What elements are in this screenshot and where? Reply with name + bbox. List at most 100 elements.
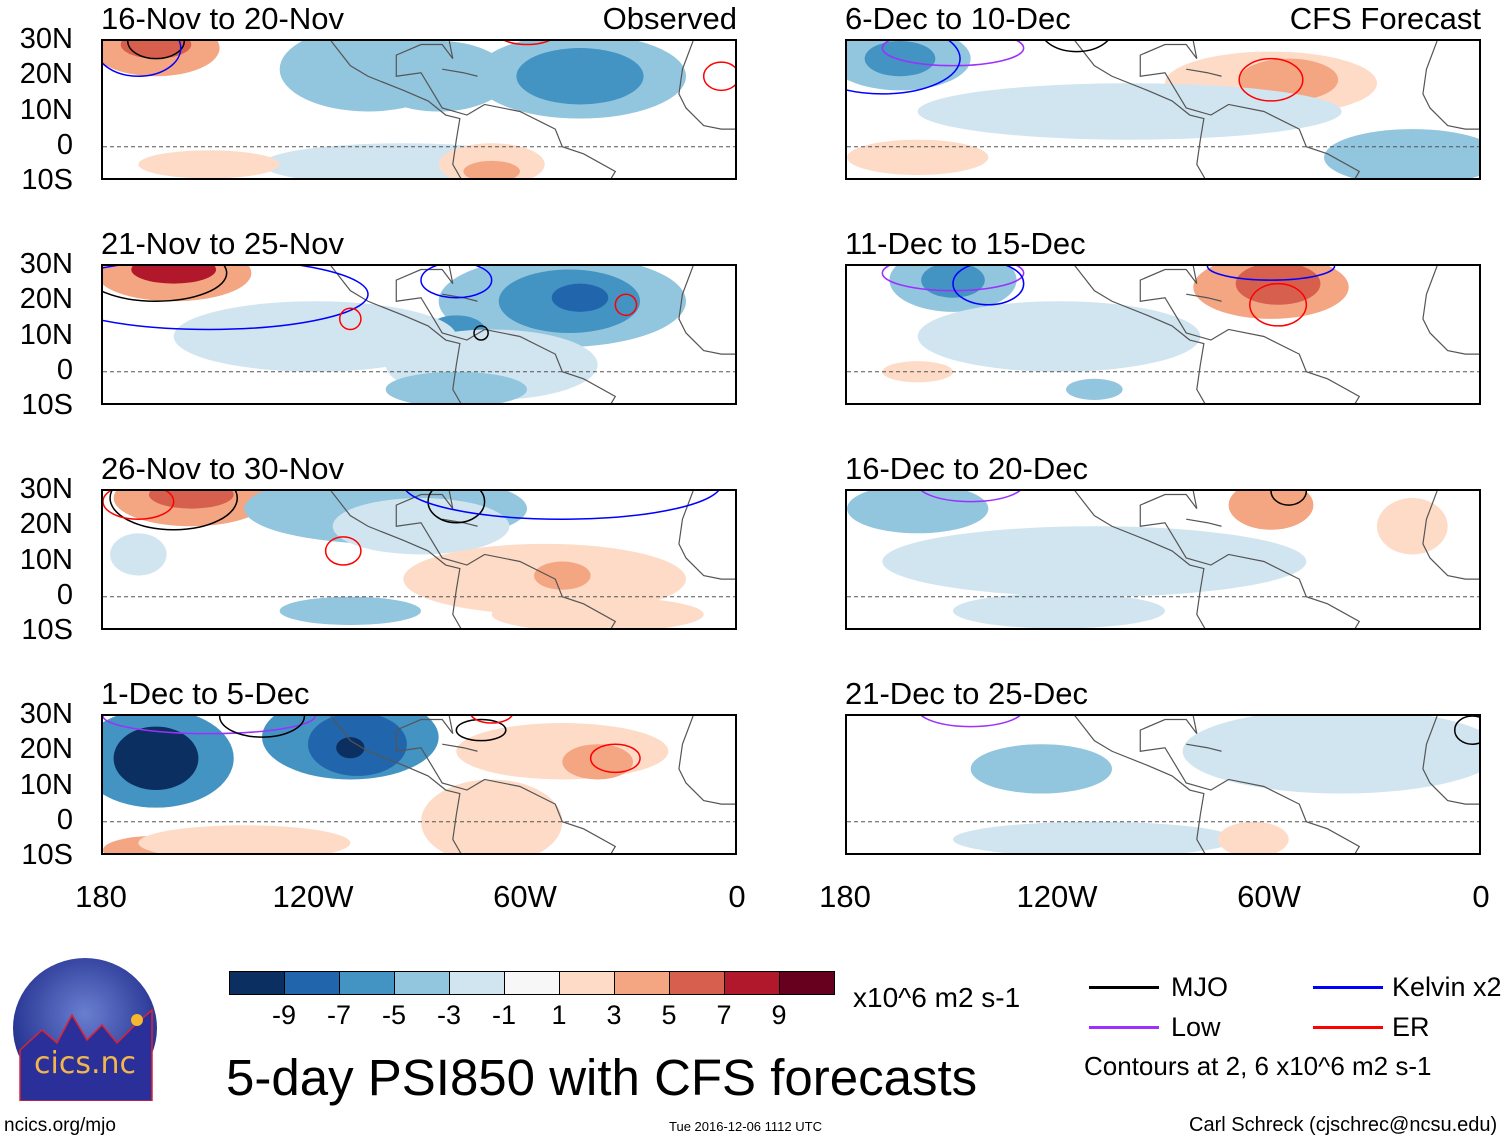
anomaly-region (516, 48, 644, 105)
coastline (1074, 41, 1479, 178)
anomaly-region (953, 821, 1236, 853)
lat-tick-label: 10N (19, 93, 73, 126)
anomaly-region (534, 561, 591, 590)
wave-contour (589, 743, 641, 774)
wave-contour (1238, 57, 1304, 102)
anomaly-region (970, 744, 1112, 794)
anomaly-region (148, 491, 234, 509)
anomaly-region (138, 825, 351, 853)
cics-logo: cics.nc (12, 955, 158, 1102)
lat-tick-label: 10N (19, 318, 73, 351)
legend-line-er (1313, 1026, 1383, 1029)
wave-contour (1453, 716, 1479, 745)
credit: Carl Schreck (cjschrec@ncsu.edu) (1189, 1114, 1498, 1136)
colorbar-label: -9 (271, 1000, 297, 1030)
panel-source-label: CFS Forecast (1289, 1, 1481, 36)
anomaly-region (368, 41, 510, 112)
colorbar-label: 9 (771, 1000, 787, 1030)
anomaly-region (173, 301, 457, 372)
colorbar-label: 5 (661, 1000, 677, 1030)
anomaly-region (1324, 129, 1479, 178)
lon-tick-label: 60W (493, 879, 557, 914)
anomaly-region (1218, 821, 1289, 853)
lat-tick-label: 30N (19, 698, 73, 730)
lat-tick-label: 30N (19, 248, 73, 280)
wave-contour (126, 41, 186, 60)
lon-tick-label: 0 (728, 879, 746, 914)
lat-tick-label: 30N (19, 23, 73, 55)
legend-label-er: ER (1392, 1012, 1430, 1042)
panel-title: 11-Dec to 15-Dec (845, 226, 1086, 261)
lat-tick-label: 10S (21, 164, 73, 196)
wave-contour (952, 266, 1025, 306)
colorbar-swatch (394, 971, 450, 995)
anomaly-region (864, 41, 936, 77)
lat-tick-label: 20N (19, 283, 73, 316)
anomaly-region (953, 593, 1165, 628)
wave-contour (405, 491, 720, 520)
legend-label-low: Low (1171, 1012, 1221, 1042)
wave-contour (1206, 266, 1336, 281)
anomaly-region (1377, 498, 1448, 555)
anomaly-region (113, 726, 199, 791)
legend-line-low (1089, 1026, 1159, 1029)
site-url[interactable]: ncics.org/mjo (4, 1115, 116, 1136)
panel-title: 21-Nov to 25-Nov (101, 226, 344, 261)
colorbar-swatch (614, 971, 670, 995)
colorbar-label: -5 (381, 1000, 407, 1030)
legend-label-mjo: MJO (1171, 972, 1228, 1002)
wave-contour (420, 266, 493, 299)
wave-contour (427, 491, 486, 524)
lon-tick-label: 120W (1016, 879, 1098, 914)
panel-title: 6-Dec to 10-Dec (845, 1, 1071, 36)
wave-contour (218, 716, 306, 738)
lat-tick-label: 10S (21, 839, 73, 871)
anomaly-region (917, 83, 1342, 140)
anomaly-region (1235, 266, 1321, 305)
wave-contour (847, 41, 961, 95)
colorbar-swatch (559, 971, 615, 995)
colorbar-units: x10^6 m2 s-1 (853, 982, 1021, 1013)
anomaly-region (1228, 491, 1314, 530)
coastline (1074, 266, 1479, 403)
anomaly-region (279, 596, 421, 625)
figure-title: 5-day PSI850 with CFS forecasts (226, 1049, 978, 1106)
wave-contour (702, 61, 735, 92)
anomaly-region (336, 737, 365, 759)
wave-contour (1045, 41, 1109, 53)
anomaly-region (551, 283, 609, 312)
lon-tick-label: 120W (272, 879, 354, 914)
anomaly-region (562, 744, 633, 780)
colorbar-label: 7 (716, 1000, 732, 1030)
colorbar-swatch (284, 971, 340, 995)
coastline (1074, 716, 1479, 853)
wave-contour (103, 491, 175, 520)
anomaly-region (110, 533, 167, 576)
coastline (330, 716, 735, 853)
contour-note: Contours at 2, 6 x10^6 m2 s-1 (1084, 1051, 1432, 1081)
wave-contour (103, 266, 228, 302)
lat-tick-label: 10N (19, 768, 73, 801)
lat-tick-label: 10S (21, 389, 73, 421)
lat-tick-label: 10S (21, 614, 73, 646)
lon-tick-label: 180 (75, 879, 127, 914)
panel-title: 16-Nov to 20-Nov (101, 1, 344, 36)
wave-contour (103, 41, 182, 77)
anomaly-region (847, 491, 989, 534)
coastline (330, 491, 735, 628)
panel-title: 21-Dec to 25-Dec (845, 676, 1088, 711)
timestamp: Tue 2016-12-06 1112 UTC (669, 1119, 822, 1134)
colorbar-label: -3 (436, 1000, 462, 1030)
wave-contour (881, 41, 1025, 67)
lat-tick-label: 0 (56, 353, 73, 386)
anomaly-region (138, 150, 280, 178)
panel-title: 1-Dec to 5-Dec (101, 676, 310, 711)
wave-contour (473, 325, 489, 341)
colorbar-swatch (669, 971, 725, 995)
coastline (330, 266, 735, 403)
anomaly-region (131, 266, 217, 284)
legend-line-kelvin (1313, 986, 1383, 989)
lat-tick-label: 0 (56, 128, 73, 161)
anomaly-region (917, 301, 1201, 372)
